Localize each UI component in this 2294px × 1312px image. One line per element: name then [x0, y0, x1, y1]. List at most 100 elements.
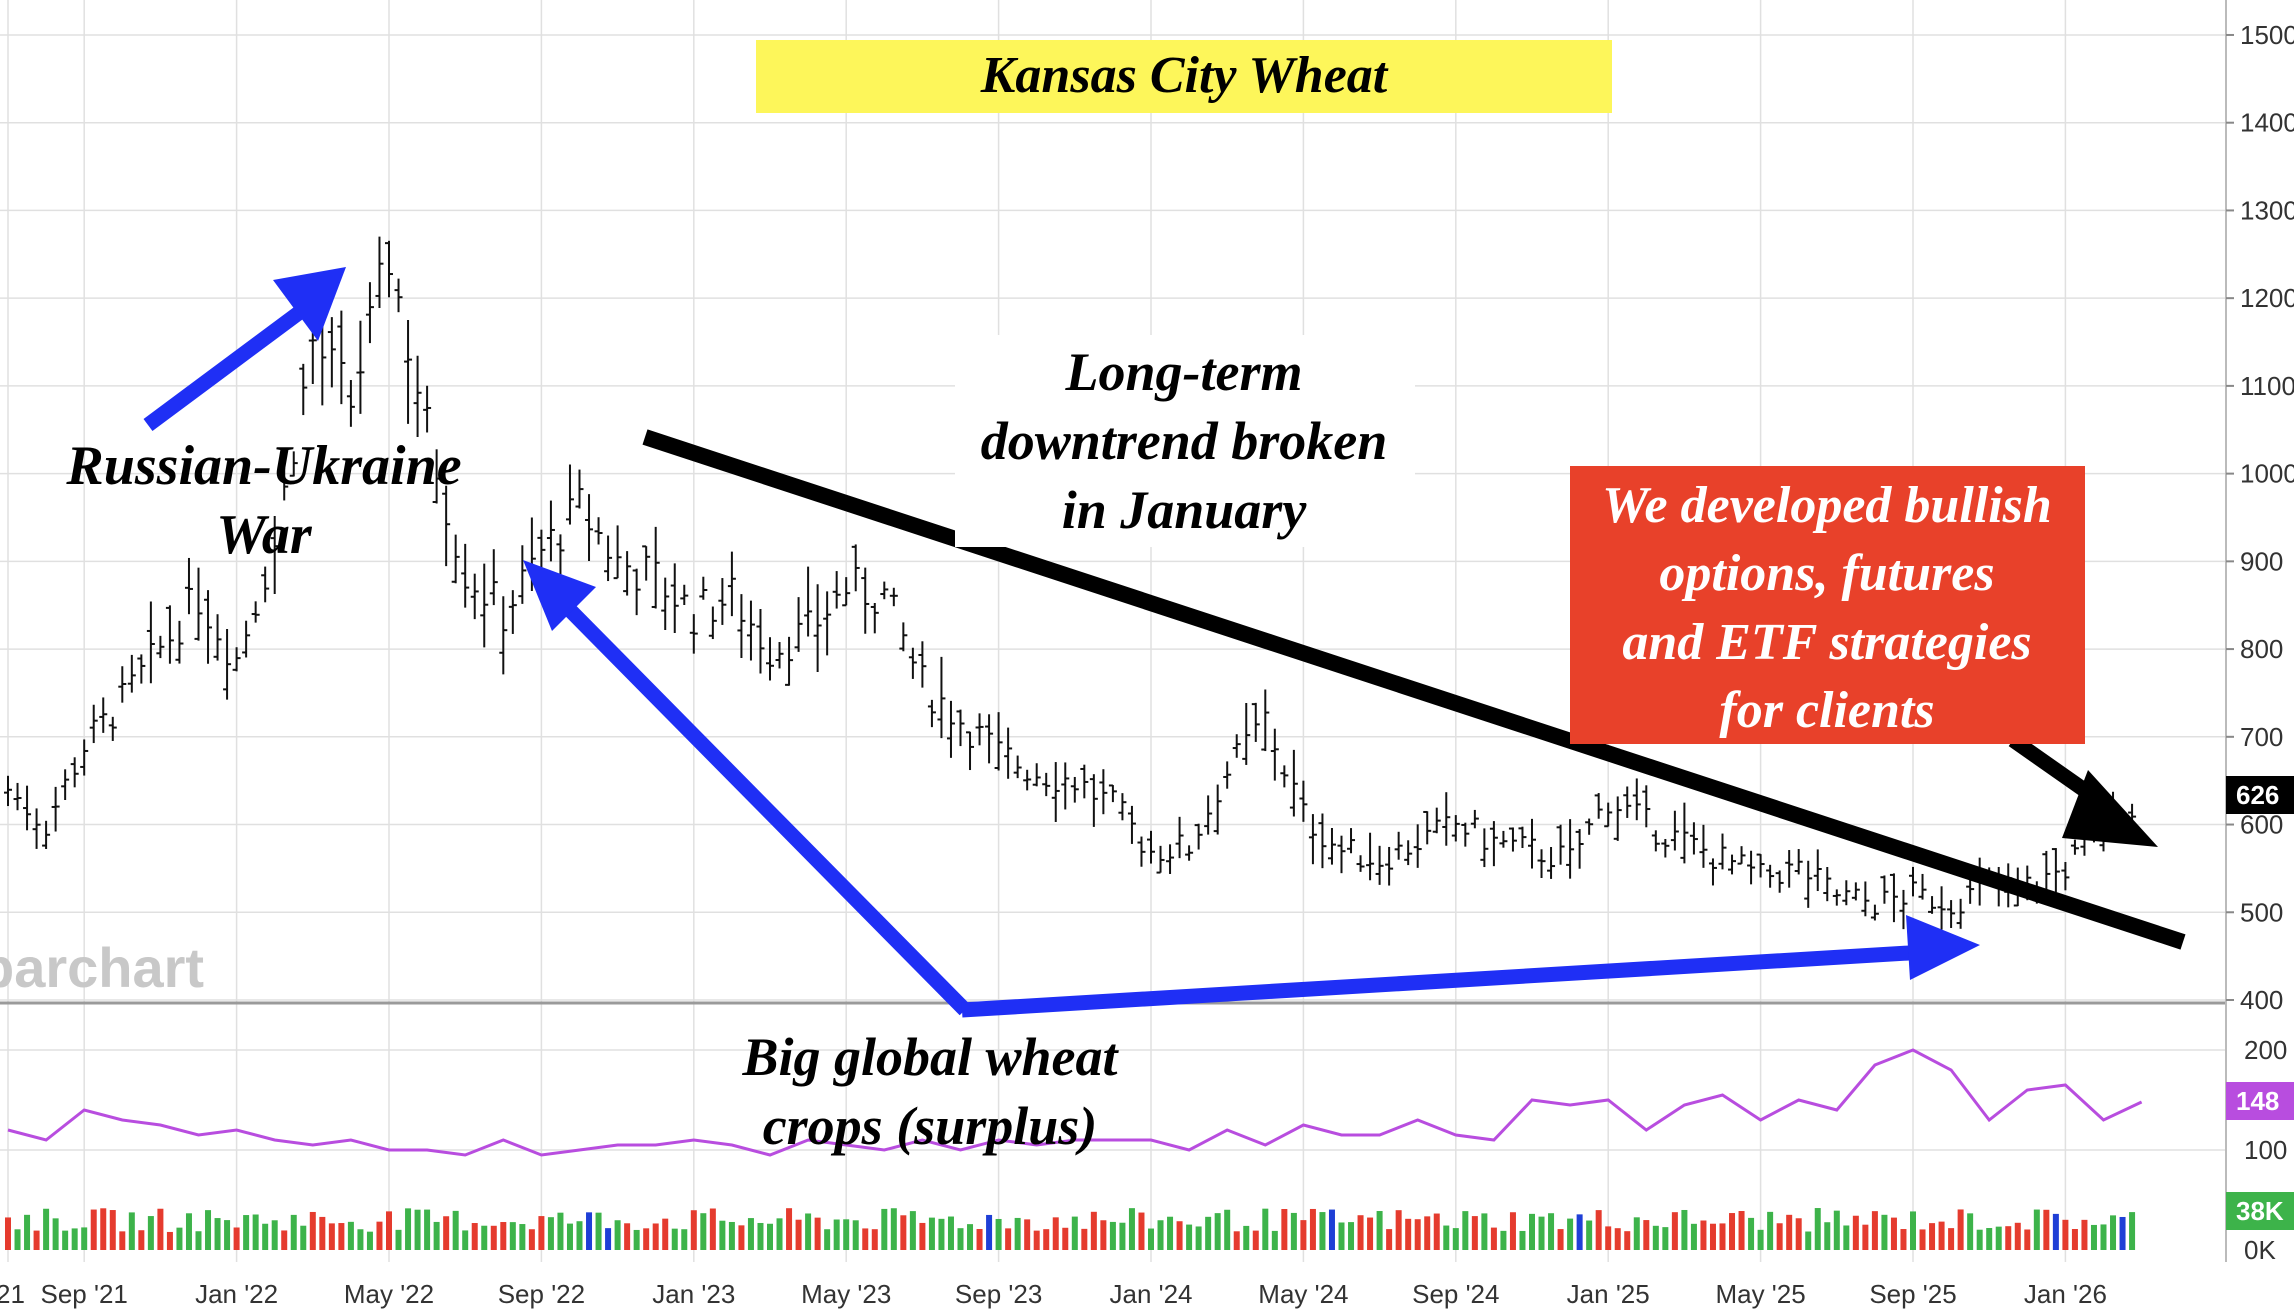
price-bar: [861, 567, 870, 634]
volume-bar: [490, 1225, 497, 1250]
volume-bar: [1652, 1225, 1659, 1250]
volume-bar: [1795, 1218, 1802, 1250]
volume-bar: [1243, 1225, 1250, 1250]
volume-bar: [1233, 1231, 1240, 1250]
volume-bar: [1338, 1222, 1345, 1250]
volume-bar: [1195, 1226, 1202, 1250]
volume-bar: [1976, 1229, 1983, 1250]
volume-bar: [1319, 1212, 1326, 1250]
volume-bar: [652, 1223, 659, 1250]
y-tick-label: 700: [2240, 722, 2283, 752]
volume-bar: [643, 1228, 650, 1250]
volume-bar: [1509, 1212, 1516, 1250]
volume-bar: [233, 1227, 240, 1250]
volume-bar: [2110, 1215, 2117, 1250]
price-bar: [1442, 792, 1451, 846]
price-bar: [1813, 849, 1822, 892]
volume-bar: [2071, 1228, 2078, 1250]
volume-bar: [347, 1221, 354, 1250]
price-bar: [2061, 862, 2070, 891]
volume-bar: [1910, 1211, 1916, 1250]
price-bar: [127, 654, 136, 693]
volume-bar: [747, 1218, 754, 1250]
volume-bar: [1709, 1223, 1716, 1250]
volume-bar: [614, 1220, 621, 1250]
price-bar: [232, 647, 241, 672]
volume-bar: [281, 1230, 288, 1250]
volume-bar: [681, 1229, 688, 1250]
strategies-annotation-line3: and ETF strategies: [1622, 614, 2031, 671]
volume-bar: [300, 1225, 307, 1250]
volume-bar: [1805, 1231, 1812, 1250]
price-bar: [261, 566, 270, 603]
volume-bar: [1128, 1208, 1135, 1250]
price-bar: [1480, 828, 1489, 868]
volume-bar: [547, 1217, 554, 1250]
price-bar: [1508, 827, 1517, 852]
price-bar: [1270, 728, 1279, 781]
volume-bar: [1671, 1212, 1678, 1250]
price-bar: [1042, 772, 1051, 797]
volume-bar: [624, 1223, 631, 1250]
price-bar: [746, 600, 755, 661]
volume-bar: [1376, 1211, 1383, 1250]
price-bar: [1137, 836, 1146, 867]
price-bar: [727, 551, 736, 617]
volume-bar: [1948, 1228, 1955, 1250]
volume-tick-label: 100: [2244, 1135, 2287, 1165]
volume-bar: [1262, 1208, 1269, 1250]
price-bar: [1689, 822, 1698, 855]
volume-bar: [1776, 1223, 1783, 1250]
price-bar: [1613, 796, 1622, 841]
volume-bar: [1405, 1218, 1412, 1250]
price-bar: [613, 525, 622, 580]
volume-bar: [586, 1212, 593, 1250]
price-bar: [432, 449, 441, 504]
volume-bar: [795, 1219, 802, 1250]
price-bar: [1928, 896, 1937, 914]
volume-bar: [1328, 1209, 1335, 1250]
price-bar: [13, 782, 22, 811]
volume-bar: [481, 1225, 488, 1250]
crops-arrow-left: [554, 594, 971, 1016]
price-bar: [737, 594, 746, 659]
volume-bar: [500, 1222, 507, 1250]
price-bar: [1499, 830, 1508, 848]
crops-annotation-line1: Big global wheat: [741, 1027, 1119, 1087]
volume-axis: 0K 100 200: [2244, 1035, 2287, 1265]
price-bar: [1918, 873, 1927, 900]
price-bar: [1194, 823, 1203, 850]
volume-bar: [52, 1218, 59, 1250]
volume-bar: [1252, 1230, 1259, 1250]
price-bar: [966, 731, 975, 771]
volume-bar: [1843, 1225, 1850, 1250]
volume-bar: [43, 1208, 50, 1250]
volume-bar: [1071, 1216, 1078, 1250]
volume-bar: [1138, 1212, 1145, 1250]
x-tick-label: Sep '21: [41, 1279, 128, 1309]
price-bar: [1766, 864, 1775, 888]
volume-bar: [1576, 1214, 1583, 1250]
price-bar: [1870, 904, 1879, 921]
volume-bar: [1452, 1228, 1459, 1250]
volume-bar: [1662, 1227, 1669, 1250]
price-bar: [546, 500, 555, 562]
price-bar: [1394, 831, 1403, 860]
volume-bar: [2014, 1222, 2021, 1250]
volume-bar: [1681, 1209, 1688, 1250]
volume-bar: [252, 1214, 259, 1250]
price-bar: [1775, 870, 1784, 893]
war-arrow-head: [273, 267, 346, 341]
price-bar: [670, 563, 679, 633]
price-bar: [1127, 805, 1136, 844]
volume-bar: [1833, 1210, 1840, 1250]
volume-bar: [147, 1216, 154, 1250]
downtrend-line: [642, 429, 2186, 950]
volume-bar: [566, 1223, 573, 1250]
volume-bar: [805, 1213, 812, 1250]
volume-bar: [71, 1228, 78, 1250]
price-bar: [280, 467, 289, 501]
volume-bar: [309, 1211, 316, 1250]
price-bar: [1670, 810, 1679, 851]
